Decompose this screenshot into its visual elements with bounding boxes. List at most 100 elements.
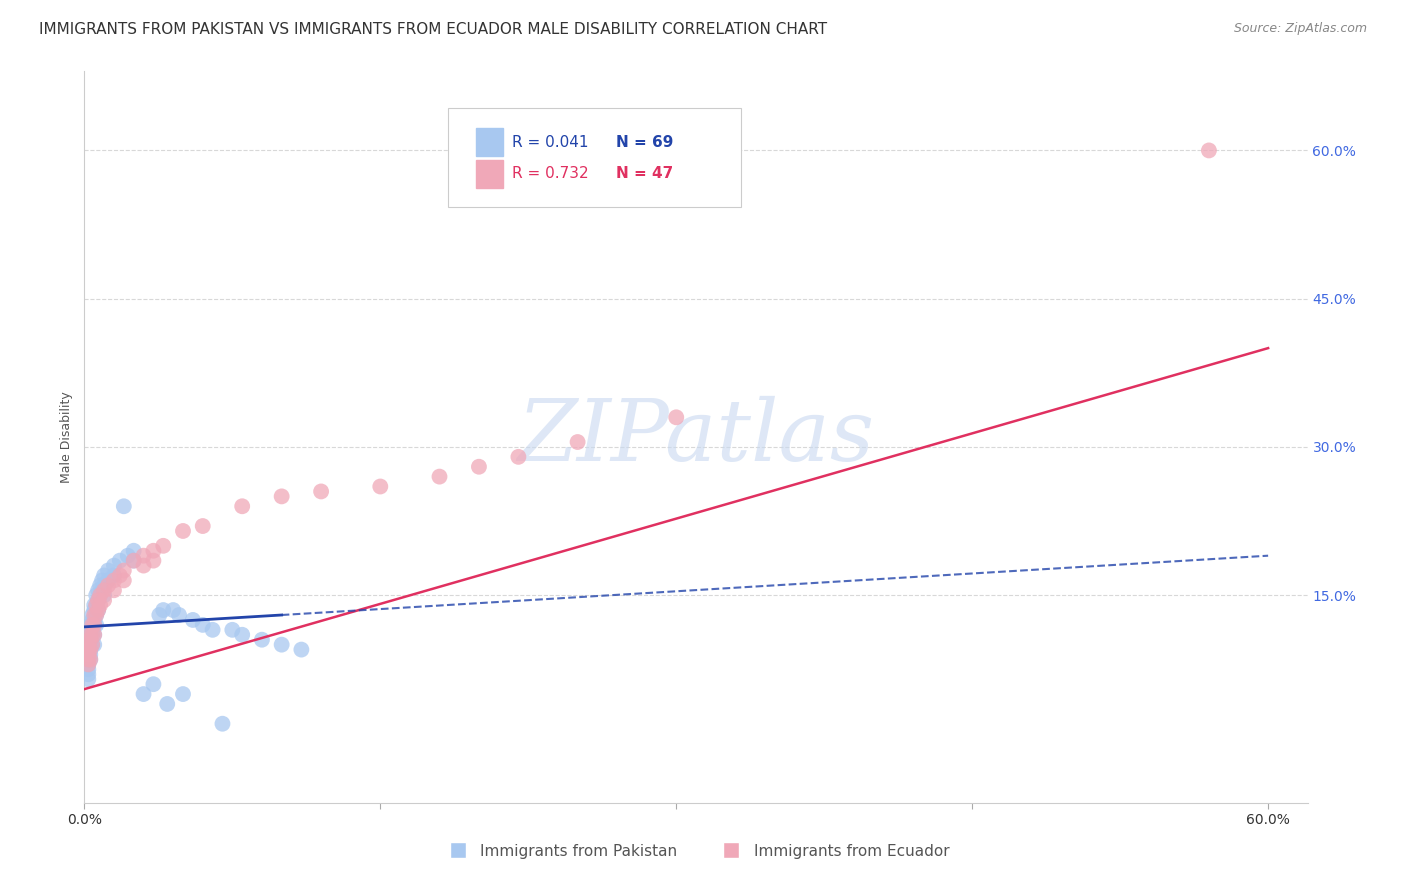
Point bbox=[368, 479, 391, 493]
Point bbox=[231, 500, 253, 514]
Point bbox=[83, 628, 105, 642]
Point bbox=[567, 435, 589, 450]
Point bbox=[103, 558, 125, 573]
Point bbox=[87, 593, 110, 607]
Point bbox=[152, 603, 174, 617]
Bar bbox=[475, 160, 503, 187]
Point bbox=[83, 618, 105, 632]
Point bbox=[87, 583, 110, 598]
Point bbox=[77, 628, 100, 642]
Point bbox=[89, 588, 111, 602]
Point bbox=[77, 662, 100, 676]
Point bbox=[89, 588, 111, 602]
Point bbox=[84, 607, 107, 622]
Point bbox=[211, 716, 233, 731]
Point bbox=[77, 657, 100, 672]
Point bbox=[142, 677, 165, 691]
Point bbox=[87, 593, 110, 607]
Point bbox=[82, 613, 104, 627]
Point bbox=[82, 638, 104, 652]
Point bbox=[91, 574, 114, 588]
Point bbox=[231, 628, 253, 642]
Point bbox=[77, 652, 100, 666]
Point bbox=[84, 598, 107, 612]
Point bbox=[82, 628, 104, 642]
Point bbox=[89, 598, 111, 612]
Point bbox=[79, 642, 101, 657]
Point bbox=[108, 554, 131, 568]
Point bbox=[84, 598, 107, 612]
Point bbox=[82, 607, 104, 622]
Text: Source: ZipAtlas.com: Source: ZipAtlas.com bbox=[1233, 22, 1367, 36]
Point bbox=[79, 652, 101, 666]
Point bbox=[77, 638, 100, 652]
Point bbox=[148, 607, 170, 622]
FancyBboxPatch shape bbox=[447, 108, 741, 207]
Point bbox=[91, 583, 114, 598]
Point bbox=[172, 524, 194, 538]
Point bbox=[97, 564, 120, 578]
Point bbox=[108, 568, 131, 582]
Point bbox=[77, 648, 100, 662]
Point bbox=[79, 632, 101, 647]
Point bbox=[93, 588, 115, 602]
Point bbox=[79, 638, 101, 652]
Text: N = 69: N = 69 bbox=[616, 135, 673, 150]
Point bbox=[83, 628, 105, 642]
Text: N = 47: N = 47 bbox=[616, 166, 673, 181]
Point bbox=[167, 607, 190, 622]
Point bbox=[508, 450, 530, 464]
Text: ZIPatlas: ZIPatlas bbox=[517, 396, 875, 478]
Point bbox=[79, 648, 101, 662]
Point bbox=[79, 618, 101, 632]
Point bbox=[77, 642, 100, 657]
Point bbox=[79, 632, 101, 647]
Point bbox=[82, 618, 104, 632]
Point bbox=[112, 564, 135, 578]
Point bbox=[201, 623, 224, 637]
Point bbox=[221, 623, 243, 637]
Point bbox=[93, 583, 115, 598]
Point bbox=[83, 603, 105, 617]
Point bbox=[156, 697, 179, 711]
Point bbox=[122, 554, 145, 568]
Point bbox=[250, 632, 273, 647]
Point bbox=[429, 469, 451, 483]
Text: IMMIGRANTS FROM PAKISTAN VS IMMIGRANTS FROM ECUADOR MALE DISABILITY CORRELATION : IMMIGRANTS FROM PAKISTAN VS IMMIGRANTS F… bbox=[39, 22, 828, 37]
Point bbox=[665, 410, 688, 425]
Point bbox=[83, 598, 105, 612]
Point bbox=[191, 519, 214, 533]
Point bbox=[83, 638, 105, 652]
Point bbox=[83, 607, 105, 622]
Point bbox=[87, 603, 110, 617]
Point bbox=[132, 558, 155, 573]
Point bbox=[309, 484, 332, 499]
Point bbox=[77, 657, 100, 672]
Point bbox=[83, 618, 105, 632]
Point bbox=[103, 574, 125, 588]
Point bbox=[97, 578, 120, 592]
Point bbox=[79, 628, 101, 642]
Point bbox=[82, 628, 104, 642]
Point bbox=[79, 623, 101, 637]
Point bbox=[84, 618, 107, 632]
Point bbox=[142, 543, 165, 558]
Point bbox=[93, 568, 115, 582]
Bar bbox=[475, 128, 503, 156]
Point bbox=[82, 638, 104, 652]
Point bbox=[77, 652, 100, 666]
Point bbox=[270, 489, 292, 503]
Point bbox=[142, 554, 165, 568]
Point bbox=[112, 500, 135, 514]
Point bbox=[290, 642, 312, 657]
Point bbox=[84, 607, 107, 622]
Point bbox=[1198, 144, 1220, 158]
Point bbox=[132, 687, 155, 701]
Point bbox=[103, 583, 125, 598]
Point bbox=[152, 539, 174, 553]
Point bbox=[172, 687, 194, 701]
Point bbox=[270, 638, 292, 652]
Point bbox=[77, 642, 100, 657]
Point bbox=[89, 578, 111, 592]
Point bbox=[77, 632, 100, 647]
